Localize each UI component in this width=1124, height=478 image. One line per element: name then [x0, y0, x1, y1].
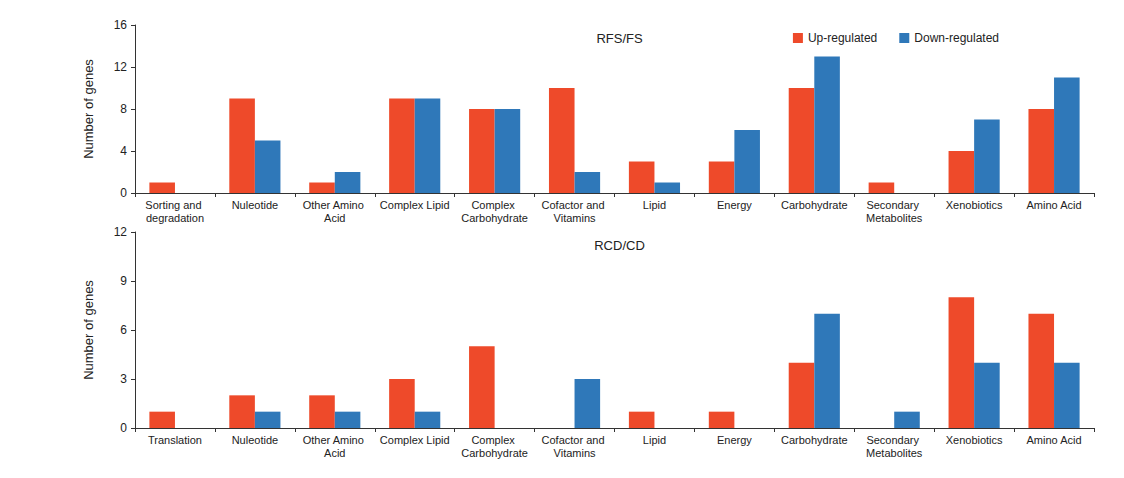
svg-text:Lipid: Lipid [643, 434, 666, 446]
svg-text:0: 0 [120, 421, 127, 435]
svg-text:Number of genes: Number of genes [81, 59, 96, 159]
svg-text:Lipid: Lipid [643, 199, 666, 211]
svg-text:Complex Lipid: Complex Lipid [380, 199, 450, 211]
svg-text:Xenobiotics: Xenobiotics [946, 199, 1003, 211]
svg-text:Carbohydrate: Carbohydrate [461, 447, 528, 459]
svg-text:12: 12 [114, 60, 128, 74]
svg-text:0: 0 [120, 186, 127, 200]
svg-text:4: 4 [120, 144, 127, 158]
svg-text:16: 16 [114, 18, 128, 32]
svg-text:9: 9 [120, 274, 127, 288]
svg-text:Up-regulated: Up-regulated [808, 31, 877, 45]
svg-text:Secondary: Secondary [866, 434, 922, 446]
svg-text:Energy: Energy [717, 199, 752, 211]
svg-text:Translation: Translation [148, 434, 202, 446]
svg-text:Vitamins: Vitamins [554, 447, 596, 459]
svg-text:Amino Acid: Amino Acid [1027, 434, 1082, 446]
svg-text:12: 12 [114, 225, 128, 239]
svg-text:Acid: Acid [324, 212, 345, 224]
svg-text:Carbohydrate: Carbohydrate [781, 199, 848, 211]
svg-text:Metabolites: Metabolites [866, 447, 923, 459]
svg-text:Number of genes: Number of genes [81, 280, 96, 380]
svg-text:Metabolites: Metabolites [866, 212, 923, 224]
svg-text:Carbohydrate: Carbohydrate [461, 212, 528, 224]
svg-text:Acid: Acid [324, 447, 345, 459]
svg-text:Carbohydrate: Carbohydrate [781, 434, 848, 446]
svg-text:6: 6 [120, 323, 127, 337]
svg-text:Cofactor and: Cofactor and [542, 199, 608, 211]
svg-text:3: 3 [120, 372, 127, 386]
svg-text:Nuleotide: Nuleotide [232, 199, 278, 211]
svg-text:Nuleotide: Nuleotide [232, 434, 278, 446]
svg-text:Secondary: Secondary [866, 199, 922, 211]
svg-text:Vitamins: Vitamins [554, 212, 596, 224]
svg-text:Sorting and: Sorting and [145, 199, 204, 211]
svg-text:Cofactor and: Cofactor and [542, 434, 608, 446]
svg-text:RCD/CD: RCD/CD [594, 238, 645, 253]
svg-text:Other Amino: Other Amino [303, 434, 367, 446]
svg-text:Down-regulated: Down-regulated [914, 31, 999, 45]
svg-text:Complex: Complex [471, 199, 517, 211]
svg-text:Amino Acid: Amino Acid [1027, 199, 1082, 211]
svg-text:Xenobiotics: Xenobiotics [946, 434, 1003, 446]
svg-text:Complex Lipid: Complex Lipid [380, 434, 450, 446]
svg-text:degradation: degradation [146, 212, 204, 224]
svg-text:RFS/FS: RFS/FS [596, 31, 643, 46]
svg-text:Complex: Complex [471, 434, 517, 446]
svg-text:Energy: Energy [717, 434, 752, 446]
svg-text:Other Amino: Other Amino [303, 199, 367, 211]
svg-text:8: 8 [120, 102, 127, 116]
